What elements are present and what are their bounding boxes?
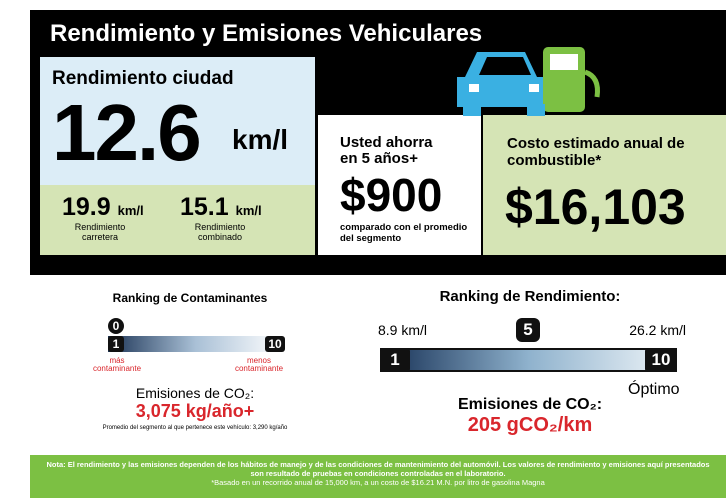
wheel	[463, 104, 481, 116]
title: Rendimiento y Emisiones Vehiculares	[50, 20, 483, 47]
cost-value: $16,103	[505, 179, 686, 235]
pollutants-title: Ranking de Contaminantes	[112, 291, 268, 305]
city-label: Rendimiento ciudad	[52, 68, 234, 89]
highway-label: Rendimiento carretera	[74, 222, 126, 242]
pollutants-marker: 0	[108, 318, 124, 334]
savings-label: Usted ahorra en 5 años+	[340, 134, 433, 167]
pollutants-bar	[108, 336, 283, 352]
car-window	[479, 57, 531, 75]
savings-panel	[318, 115, 481, 255]
efficiency-marker: 5	[516, 318, 540, 342]
combined-value: 15.1 km/l	[180, 193, 262, 222]
efficiency-best: Óptimo	[628, 381, 680, 398]
pollutants-co2-label: Emisiones de CO₂:	[135, 385, 255, 401]
combined-number: 15.1	[180, 193, 229, 221]
highway-number: 19.9	[62, 193, 111, 221]
combined-unit: km/l	[235, 203, 262, 218]
pollutants-high: 10	[265, 336, 285, 352]
cost-panel	[483, 115, 726, 255]
footer-note: Nota: El rendimiento y las emisiones dep…	[46, 460, 710, 478]
pollutants-high-label: menos contaminante	[234, 356, 284, 373]
footer-basis: *Basado en un recorrido anual de 15,000 …	[211, 478, 545, 487]
wheel	[527, 104, 545, 116]
efficiency-co2-label: Emisiones de CO₂:	[457, 396, 603, 413]
efficiency-max: 26.2 km/l	[629, 322, 686, 338]
headlight	[469, 84, 479, 92]
city-value: 12.6	[52, 88, 202, 177]
other-panel	[40, 185, 315, 255]
pollutants-low-label: más contaminante	[92, 356, 142, 373]
headlight	[529, 84, 539, 92]
pollutants-low: 1	[108, 336, 124, 352]
efficiency-title: Ranking de Rendimiento:	[439, 288, 621, 305]
efficiency-high: 10	[645, 348, 677, 372]
city-unit: km/l	[232, 124, 289, 155]
city-panel	[40, 57, 315, 185]
combined-label: Rendimiento combinado	[194, 222, 246, 242]
highway-value: 19.9 km/l	[62, 193, 144, 222]
efficiency-bar	[380, 348, 677, 372]
pollutants-co2-value: 3,075 kg/año+	[135, 401, 255, 421]
cost-label: Costo estimado anual de combustible*	[507, 135, 685, 169]
efficiency-min: 8.9 km/l	[378, 322, 428, 338]
vehicle-icons	[457, 47, 600, 116]
footer: Nota: El rendimiento y las emisiones dep…	[30, 455, 726, 498]
savings-value: $900	[340, 169, 443, 221]
efficiency-low: 1	[380, 348, 410, 372]
pump-hose	[584, 69, 600, 98]
highway-unit: km/l	[117, 203, 144, 218]
efficiency-co2-value: 205 gCO₂/km	[467, 414, 593, 436]
pollutants-note: Promedio del segmento al que pertenece e…	[102, 425, 288, 431]
savings-note: comparado con el promedio del segmento	[340, 222, 468, 244]
pump-window	[550, 54, 578, 70]
